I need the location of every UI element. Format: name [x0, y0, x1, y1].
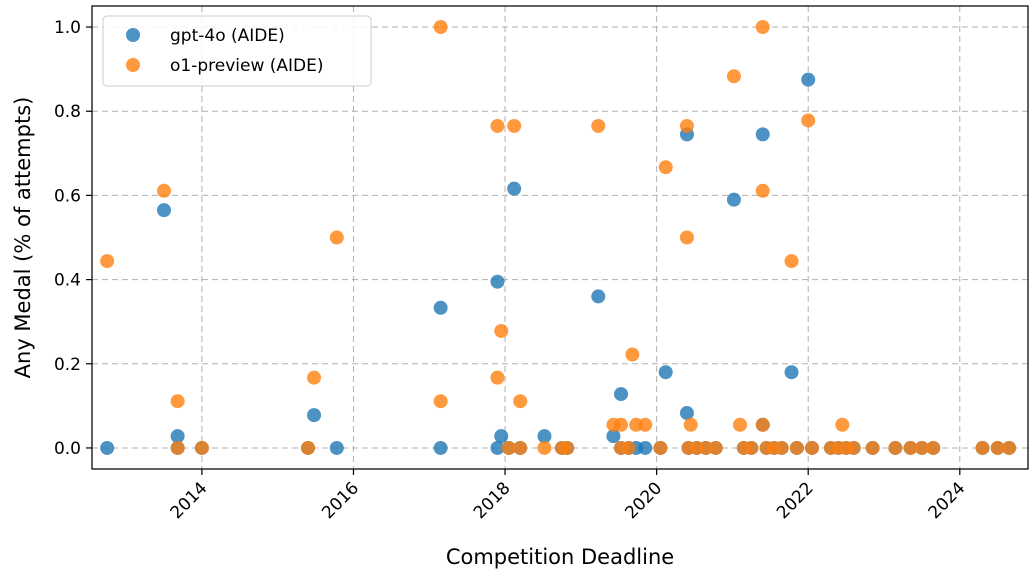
legend: gpt-4o (AIDE) o1-preview (AIDE): [102, 15, 372, 87]
y-axis-ticks: 0.0 0.2 0.4 0.6 0.8 1.0: [54, 18, 92, 459]
point-series-2: [801, 113, 816, 128]
point-series-1: [490, 274, 505, 289]
point-series-2: [537, 440, 552, 455]
y-tick-label: 1.0: [54, 18, 81, 38]
y-tick-label: 0.0: [54, 439, 81, 459]
point-series-2: [755, 20, 770, 35]
point-series-1: [591, 289, 606, 304]
data-points: [100, 20, 1017, 455]
plot-frame: [91, 5, 1029, 470]
point-series-2: [784, 254, 799, 269]
point-series-2: [755, 417, 770, 432]
point-series-2: [683, 417, 698, 432]
point-series-2: [653, 440, 668, 455]
x-tick-label: 2014: [167, 478, 212, 523]
point-series-2: [560, 440, 575, 455]
point-series-2: [835, 417, 850, 432]
point-series-1: [433, 300, 448, 315]
point-series-2: [625, 347, 640, 362]
point-series-2: [513, 440, 528, 455]
point-series-1: [507, 181, 522, 196]
x-tick-label: 2022: [773, 478, 818, 523]
point-series-1: [100, 440, 115, 455]
point-series-2: [170, 440, 185, 455]
point-series-1: [784, 365, 799, 380]
point-series-1: [307, 408, 322, 423]
point-series-2: [614, 417, 629, 432]
point-series-1: [755, 127, 770, 142]
point-series-2: [638, 417, 653, 432]
point-series-2: [490, 370, 505, 385]
x-axis-label: Competition Deadline: [446, 545, 674, 569]
point-series-2: [513, 394, 528, 409]
point-series-2: [100, 254, 115, 269]
point-series-2: [865, 440, 880, 455]
point-series-1: [658, 365, 673, 380]
point-series-1: [801, 72, 816, 87]
point-series-2: [990, 440, 1005, 455]
point-series-2: [490, 118, 505, 133]
point-series-2: [591, 118, 606, 133]
point-series-2: [744, 440, 759, 455]
legend-label: gpt-4o (AIDE): [170, 26, 285, 46]
point-series-2: [301, 440, 315, 455]
point-series-1: [726, 192, 741, 207]
point-series-2: [658, 160, 673, 175]
legend-marker: [126, 58, 140, 72]
point-series-2: [708, 440, 723, 455]
y-axis-label: Any Medal (% of attempts): [11, 97, 35, 379]
point-series-2: [307, 370, 322, 385]
point-series-2: [914, 440, 929, 455]
point-series-1: [329, 440, 344, 455]
point-series-1: [490, 440, 505, 455]
point-series-2: [679, 230, 694, 245]
point-series-2: [501, 440, 516, 455]
point-series-1: [606, 429, 621, 444]
x-tick-label: 2018: [470, 478, 515, 523]
point-series-2: [726, 69, 741, 84]
point-series-1: [170, 429, 185, 444]
legend-marker: [126, 28, 140, 42]
point-series-2: [789, 440, 804, 455]
point-series-2: [903, 440, 918, 455]
y-tick-label: 0.8: [54, 102, 81, 122]
point-series-2: [805, 440, 819, 455]
y-tick-label: 0.2: [54, 355, 81, 375]
y-tick-label: 0.6: [54, 186, 81, 206]
point-series-2: [157, 183, 171, 198]
point-series-2: [194, 440, 209, 455]
point-series-1: [537, 429, 552, 444]
point-series-2: [433, 20, 448, 35]
point-series-1: [679, 406, 694, 421]
point-series-2: [888, 440, 903, 455]
point-series-1: [638, 440, 653, 455]
y-tick-label: 0.4: [54, 271, 81, 291]
legend-box: [102, 15, 372, 87]
point-series-2: [698, 440, 713, 455]
point-series-2: [733, 417, 747, 432]
point-series-2: [975, 440, 990, 455]
point-series-2: [507, 118, 522, 133]
point-series-2: [926, 440, 941, 455]
point-series-1: [157, 203, 171, 218]
x-tick-label: 2016: [318, 478, 363, 523]
point-series-2: [621, 440, 636, 455]
point-series-2: [433, 394, 448, 409]
point-series-2: [494, 323, 509, 338]
point-series-2: [329, 230, 344, 245]
point-series-2: [1002, 440, 1017, 455]
legend-label: o1-preview (AIDE): [170, 56, 324, 76]
x-tick-label: 2024: [925, 478, 970, 523]
x-tick-label: 2020: [621, 478, 666, 523]
x-axis-ticks: 2014 2016 2018 2020 2022 2024: [167, 469, 970, 523]
point-series-1: [433, 440, 448, 455]
point-series-2: [846, 440, 861, 455]
point-series-2: [755, 183, 770, 198]
point-series-1: [494, 429, 509, 444]
point-series-2: [679, 118, 694, 133]
point-series-2: [170, 394, 185, 409]
point-series-2: [774, 440, 789, 455]
point-series-1: [614, 387, 629, 402]
